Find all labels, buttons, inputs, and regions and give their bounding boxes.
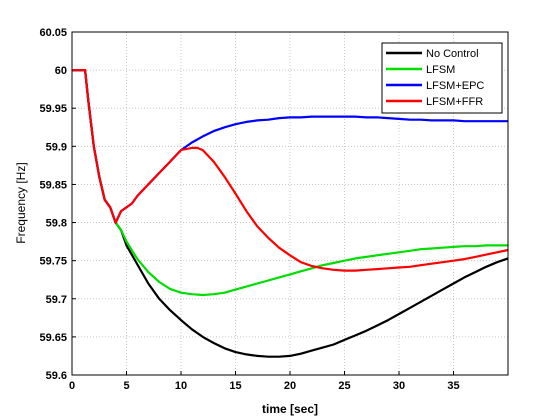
y-tick-label: 59.8: [46, 218, 67, 230]
plot-frame: [71, 31, 509, 376]
y-tick-label: 59.7: [46, 294, 67, 306]
y-tick-label: 60: [55, 65, 67, 77]
x-tick-label: 30: [393, 380, 405, 392]
series-line-4: [72, 69, 509, 272]
y-tick-label: 59.95: [39, 103, 67, 115]
legend-label: LFSM+FFR: [426, 96, 483, 108]
x-tick-labels: 0 5 10 15 20 25 30 35: [69, 380, 460, 392]
x-tick-label: 25: [338, 380, 350, 392]
y-tick-labels: 59.6 59.65 59.7 59.75 59.8 59.85 59.9 59.95 60 60…: [39, 27, 67, 382]
series-lines: [72, 69, 509, 358]
y-axis-label: Frequency [Hz]: [14, 162, 28, 243]
x-tick-label: 35: [447, 380, 459, 392]
x-tick-label: 15: [229, 380, 241, 392]
legend-label: LFSM: [426, 64, 455, 76]
x-tick-label: 20: [284, 380, 296, 392]
y-tick-label: 59.65: [39, 332, 67, 344]
legend-label: LFSM+EPC: [426, 80, 484, 92]
x-tick-label: 5: [123, 380, 129, 392]
y-tick-label: 60.05: [39, 27, 67, 39]
legend-label: No Control: [426, 48, 479, 60]
x-tick-label: 0: [69, 380, 75, 392]
legend: No Control LFSM LFSM+EPC LFSM+FFR: [381, 42, 503, 114]
x-axis-label: time [sec]: [262, 402, 318, 416]
y-tick-label: 59.85: [39, 179, 67, 191]
y-tick-label: 59.9: [46, 141, 67, 153]
y-tick-label: 59.6: [46, 370, 67, 382]
x-tick-label: 10: [175, 380, 187, 392]
y-tick-label: 59.75: [39, 256, 67, 268]
